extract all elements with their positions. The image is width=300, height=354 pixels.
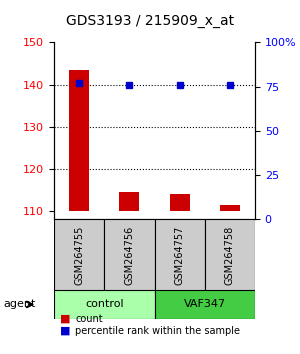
Text: GSM264758: GSM264758 <box>225 225 235 285</box>
Text: ■: ■ <box>60 314 70 324</box>
Text: agent: agent <box>3 299 35 309</box>
FancyBboxPatch shape <box>154 290 255 319</box>
Text: GDS3193 / 215909_x_at: GDS3193 / 215909_x_at <box>66 14 234 28</box>
Text: control: control <box>85 299 124 309</box>
FancyBboxPatch shape <box>54 290 154 319</box>
Text: count: count <box>75 314 103 324</box>
Bar <box>220 205 240 211</box>
FancyBboxPatch shape <box>154 219 205 290</box>
Text: GSM264757: GSM264757 <box>175 225 184 285</box>
Text: percentile rank within the sample: percentile rank within the sample <box>75 326 240 336</box>
FancyBboxPatch shape <box>54 219 104 290</box>
Bar <box>169 194 190 211</box>
Bar <box>119 192 140 211</box>
Text: GSM264756: GSM264756 <box>124 225 134 285</box>
Text: GSM264755: GSM264755 <box>74 225 84 285</box>
Bar <box>69 70 89 211</box>
Text: ■: ■ <box>60 326 70 336</box>
FancyBboxPatch shape <box>205 219 255 290</box>
Text: VAF347: VAF347 <box>184 299 226 309</box>
FancyBboxPatch shape <box>104 219 154 290</box>
